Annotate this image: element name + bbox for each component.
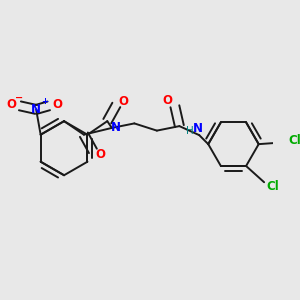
Text: +: +: [41, 97, 48, 106]
Text: −: −: [15, 93, 23, 103]
Text: H: H: [186, 126, 194, 136]
Text: Cl: Cl: [267, 180, 280, 193]
Text: N: N: [192, 122, 203, 135]
Text: O: O: [118, 95, 128, 108]
Text: N: N: [31, 103, 41, 116]
Text: O: O: [95, 148, 105, 161]
Text: O: O: [53, 98, 63, 110]
Text: Cl: Cl: [288, 134, 300, 147]
Text: N: N: [110, 122, 120, 134]
Text: O: O: [6, 98, 16, 110]
Text: O: O: [163, 94, 173, 107]
